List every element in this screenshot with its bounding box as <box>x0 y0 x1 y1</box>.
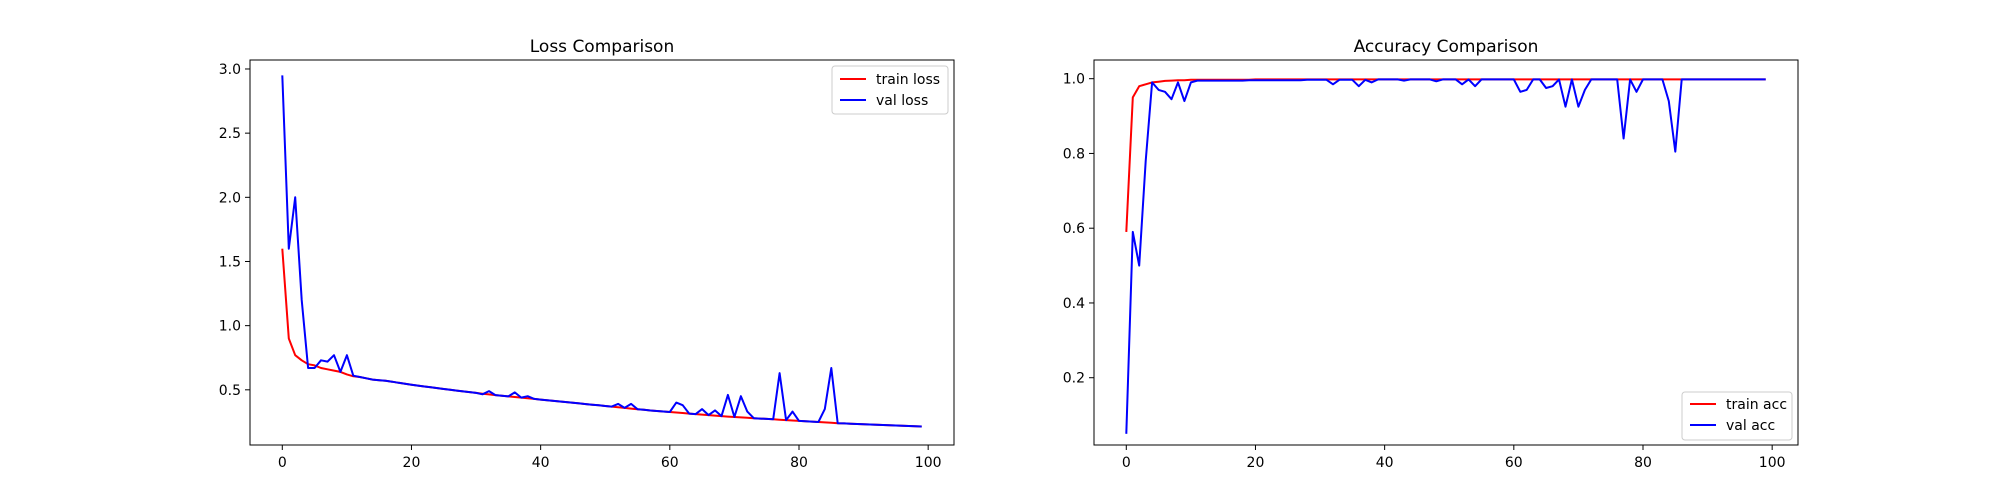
accuracy-y-tick-label: 0.2 <box>1063 371 1085 387</box>
accuracy-axes-frame <box>1093 59 1799 446</box>
loss-x-tick-label: 80 <box>790 455 808 471</box>
loss-x-tick-label: 100 <box>915 455 942 471</box>
accuracy-chart-title: Accuracy Comparison <box>1354 37 1539 57</box>
loss-legend-label-val: val loss <box>876 93 928 109</box>
accuracy-y-tick-label: 0.6 <box>1063 221 1085 237</box>
accuracy-x-tick-label: 60 <box>1505 455 1523 471</box>
accuracy-y-ticks: 0.2 0.4 0.6 0.8 1.0 <box>1063 72 1094 387</box>
accuracy-series-layer <box>1125 78 1766 434</box>
loss-axes-frame <box>249 59 955 446</box>
loss-legend-label-train: train loss <box>876 72 940 88</box>
accuracy-chart: Accuracy Comparison 0 20 40 60 80 100 0.20.40… <box>1063 37 1799 471</box>
accuracy-legend-label-train: train acc <box>1726 397 1787 413</box>
accuracy-x-tick-label: 20 <box>1247 455 1265 471</box>
loss-chart-title: Loss Comparison <box>530 37 674 57</box>
loss-y-tick-label: 0.5 <box>219 383 241 399</box>
loss-legend: train loss val loss <box>831 65 949 115</box>
loss-x-tick-label: 40 <box>532 455 550 471</box>
loss-y-tick-label: 2.0 <box>219 190 241 206</box>
loss-x-tick-label: 0 <box>278 455 287 471</box>
accuracy-x-tick-label: 40 <box>1376 455 1394 471</box>
accuracy-y-tick-label: 0.8 <box>1063 146 1085 162</box>
accuracy-x-tick-label: 100 <box>1759 455 1786 471</box>
loss-y-tick-label: 3.0 <box>219 62 241 78</box>
loss-y-tick-label: 1.5 <box>219 254 241 270</box>
accuracy-x-ticks: 0 20 40 60 80 100 <box>1122 445 1786 471</box>
accuracy-y-tick-label: 1.0 <box>1063 72 1085 88</box>
accuracy-y-tick-label: 0.4 <box>1063 296 1085 312</box>
loss-x-ticks: 0 20 40 60 80 100 <box>278 445 942 471</box>
accuracy-x-tick-label: 0 <box>1122 455 1131 471</box>
loss-series-val-line <box>281 75 922 428</box>
loss-y-tick-label: 2.5 <box>219 126 241 142</box>
accuracy-x-tick-label: 80 <box>1634 455 1652 471</box>
loss-y-ticks: 0.5 1.0 1.5 2.0 2.5 3.0 <box>219 62 250 399</box>
accuracy-legend-label-val: val acc <box>1726 418 1775 434</box>
loss-y-tick-label: 1.0 <box>219 319 241 335</box>
accuracy-legend: train acc val acc <box>1681 391 1793 441</box>
accuracy-series-val-line <box>1125 78 1766 434</box>
loss-x-tick-label: 60 <box>661 455 679 471</box>
loss-x-tick-label: 20 <box>403 455 421 471</box>
loss-series-layer <box>281 75 922 428</box>
loss-chart: Loss Comparison 0 20 40 60 80 100 0.5 1.0 1.5 2.… <box>219 37 955 471</box>
